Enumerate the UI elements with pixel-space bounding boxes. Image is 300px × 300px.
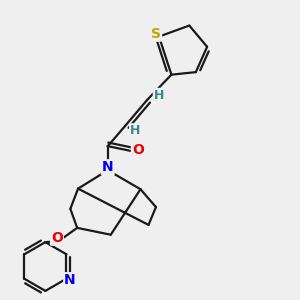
Text: H: H: [130, 124, 140, 137]
Text: O: O: [51, 231, 63, 245]
Text: H: H: [154, 89, 164, 102]
Text: S: S: [151, 27, 161, 40]
Text: O: O: [132, 143, 144, 157]
Text: N: N: [64, 273, 76, 287]
Text: N: N: [102, 160, 114, 174]
